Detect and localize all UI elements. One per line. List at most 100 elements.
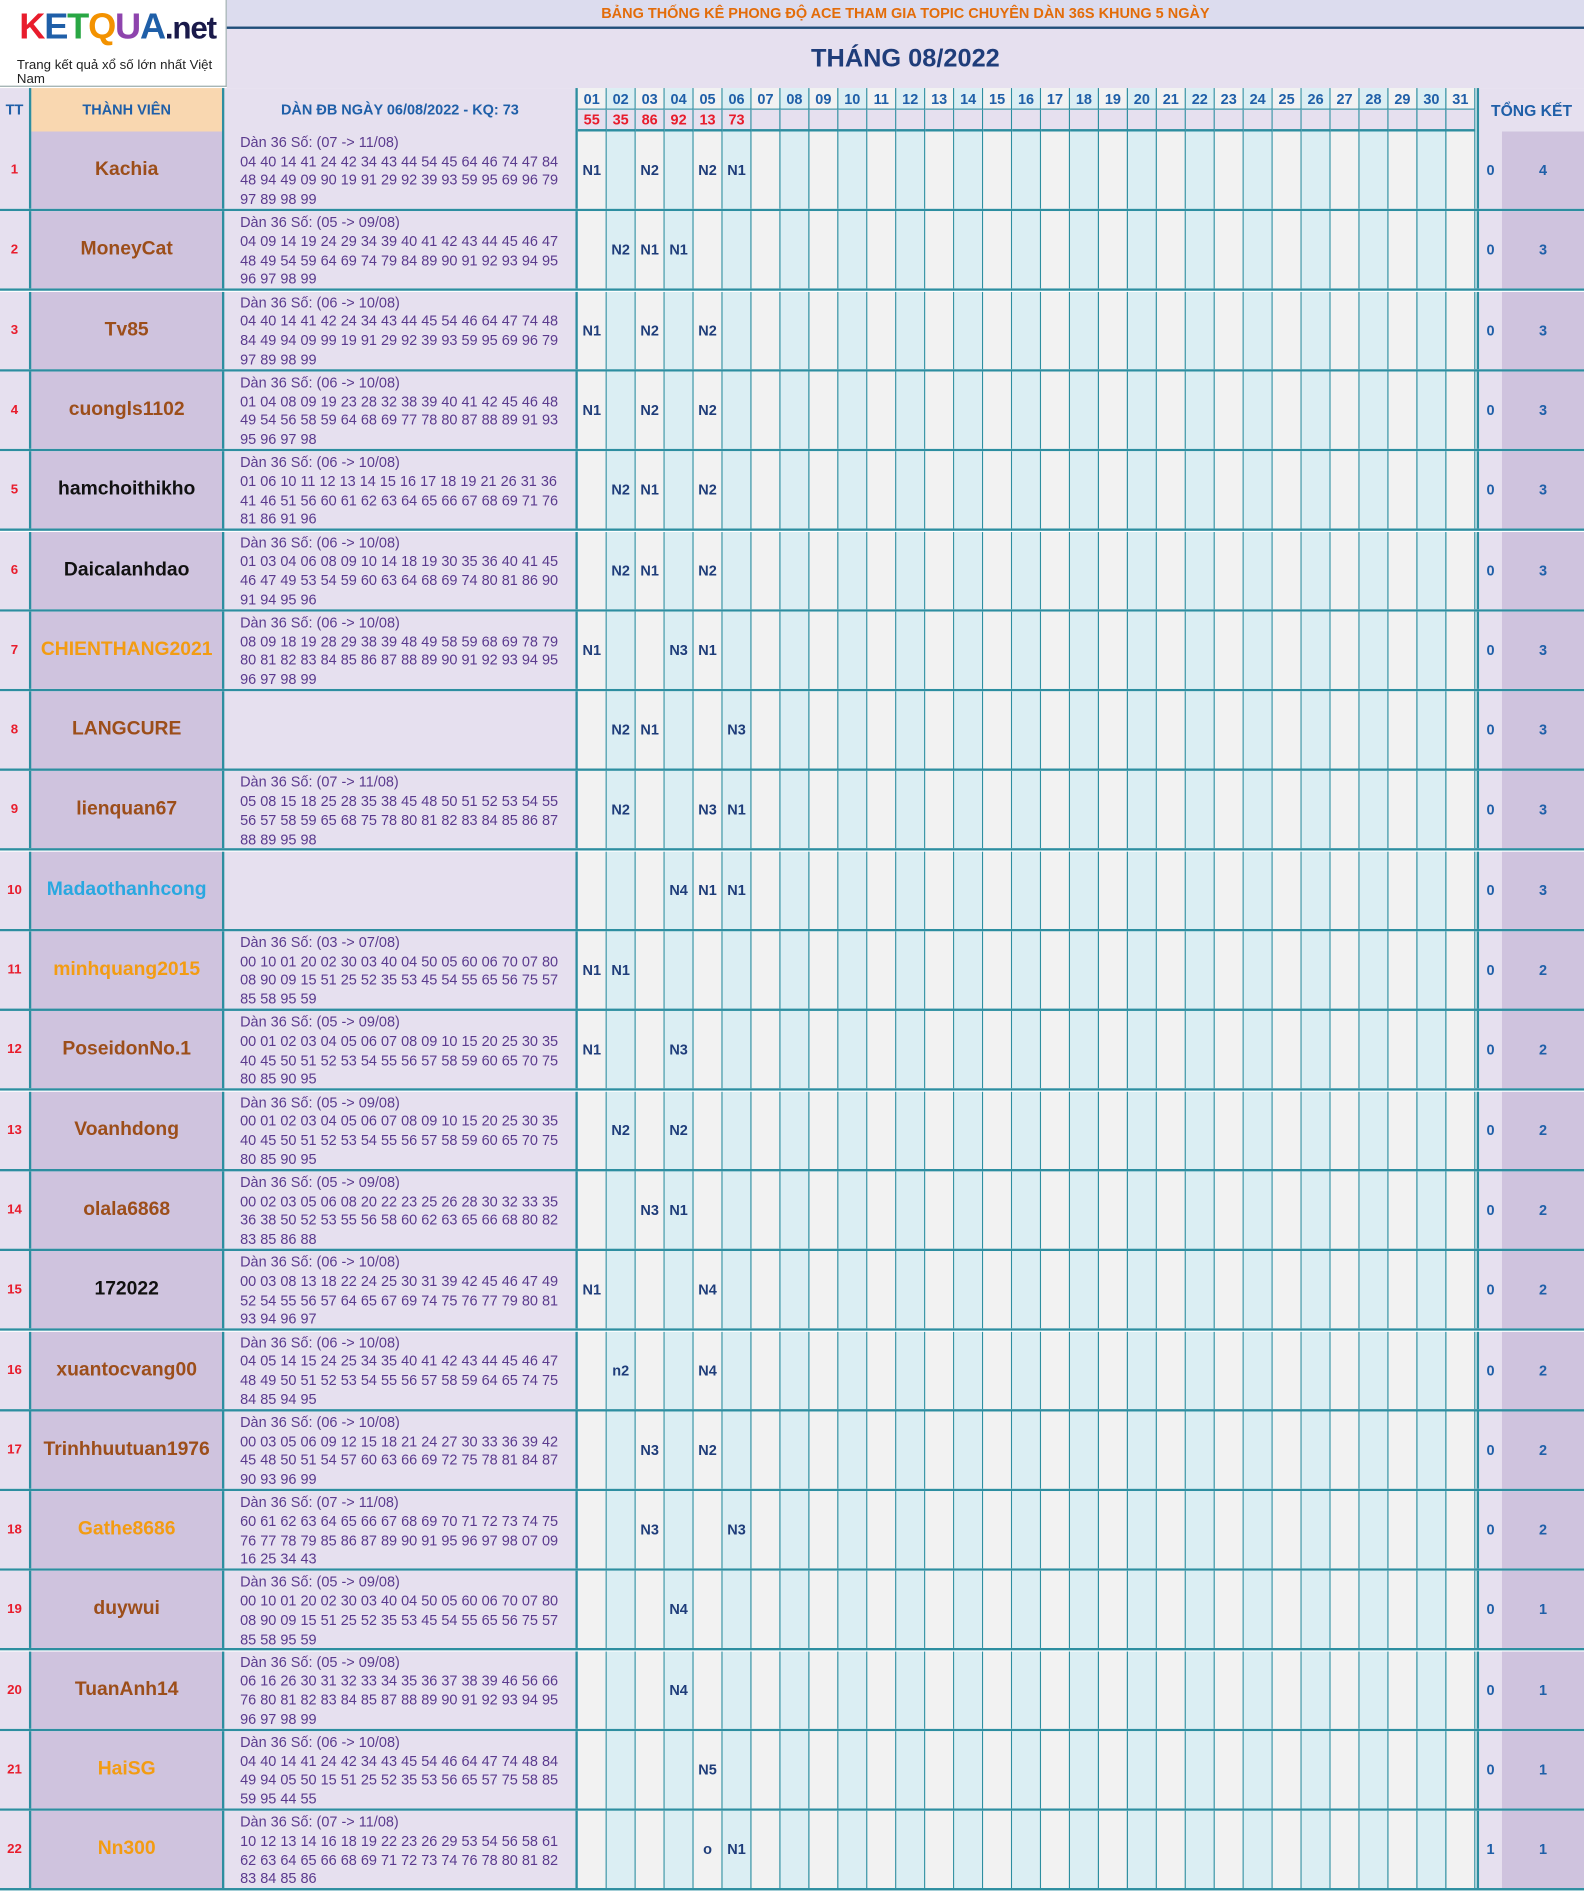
day-cell-19 xyxy=(1099,451,1128,529)
day-cell-12 xyxy=(896,1251,926,1329)
member-name[interactable]: xuantocvang00 xyxy=(31,1331,225,1409)
day-cell-18 xyxy=(1070,851,1100,929)
day-result-19 xyxy=(1099,109,1128,132)
day-cell-22 xyxy=(1185,211,1215,289)
member-name[interactable]: CHIENTHANG2021 xyxy=(31,611,225,689)
member-name[interactable]: olala6868 xyxy=(31,1171,225,1249)
dan-line: 48 49 54 59 64 69 74 79 84 89 90 91 92 9… xyxy=(240,251,559,269)
total-count: 3 xyxy=(1501,771,1584,849)
day-cell-06 xyxy=(722,1411,752,1489)
day-cell-31 xyxy=(1446,211,1476,289)
table-row: 16 xuantocvang00 Dàn 36 Số: (06 -> 10/08) 0… xyxy=(0,1331,1584,1411)
row-index: 8 xyxy=(0,691,32,769)
day-cell-21 xyxy=(1156,1811,1186,1889)
day-cell-06 xyxy=(722,1731,752,1809)
member-name[interactable]: MoneyCat xyxy=(31,211,225,289)
row-index: 13 xyxy=(0,1091,32,1169)
day-cell-04: N3 xyxy=(664,1011,694,1089)
day-cell-19 xyxy=(1099,1251,1128,1329)
member-name[interactable]: PoseidonNo.1 xyxy=(31,1011,225,1089)
day-cell-04 xyxy=(664,1251,694,1329)
day-cell-22 xyxy=(1185,931,1215,1009)
day-cell-09 xyxy=(809,451,839,529)
day-cell-26 xyxy=(1301,931,1331,1009)
day-header-17: 17 xyxy=(1041,88,1071,110)
day-result-18 xyxy=(1070,109,1100,132)
table-row: 11 minhquang2015 Dàn 36 Số: (03 -> 07/08) 0… xyxy=(0,931,1584,1011)
day-cell-16 xyxy=(1012,1571,1042,1649)
dan-line: 41 46 51 56 60 61 62 63 64 65 66 67 68 6… xyxy=(240,491,559,509)
day-cell-02 xyxy=(606,1011,636,1089)
day-cell-18 xyxy=(1070,531,1100,609)
day-cell-22 xyxy=(1185,1331,1215,1409)
dan-line: 96 97 98 99 xyxy=(240,270,317,288)
ketqua-logo[interactable]: KETQUA.net Trang kết quả xổ số lớn nhất … xyxy=(0,0,227,87)
total-count: 3 xyxy=(1501,371,1584,449)
dan-line: 80 85 90 95 xyxy=(240,1150,317,1168)
day-cell-07 xyxy=(751,451,781,529)
day-cell-04 xyxy=(664,691,694,769)
day-cell-11 xyxy=(867,131,897,209)
member-name[interactable]: Voanhdong xyxy=(31,1091,225,1169)
day-cell-16 xyxy=(1012,1411,1042,1489)
member-name[interactable]: HaiSG xyxy=(31,1731,225,1809)
dan-line: 00 01 02 03 04 05 06 07 08 09 10 15 20 2… xyxy=(240,1032,559,1050)
day-cell-27 xyxy=(1330,611,1360,689)
member-name[interactable]: Madaothanhcong xyxy=(31,851,225,929)
dan-line: 62 63 64 65 66 68 69 71 72 73 74 76 78 8… xyxy=(240,1851,559,1869)
member-name[interactable]: duywui xyxy=(31,1571,225,1649)
member-name[interactable]: Kachia xyxy=(31,131,225,209)
member-name[interactable]: LANGCURE xyxy=(31,691,225,769)
day-cell-12 xyxy=(896,691,926,769)
member-name[interactable]: Daicalanhdao xyxy=(31,531,225,609)
day-cell-12 xyxy=(896,1331,926,1409)
hit-count: 0 xyxy=(1476,931,1502,1009)
day-cell-04 xyxy=(664,1331,694,1409)
table-row: 8 LANGCURE N2 N1 N3 0 3 xyxy=(0,691,1584,772)
member-name[interactable]: hamchoithikho xyxy=(31,451,225,529)
logo-tagline: Trang kết quả xổ số lớn nhất Việt Nam xyxy=(16,57,213,87)
table-row: 14 olala6868 Dàn 36 Số: (05 -> 09/08) 00 02… xyxy=(0,1171,1584,1251)
dan-line: Dàn 36 Số: (05 -> 09/08) xyxy=(240,1653,400,1671)
hit-count: 0 xyxy=(1476,1251,1502,1329)
day-cell-29 xyxy=(1388,531,1418,609)
dan-numbers: Dàn 36 Số: (05 -> 09/08) 00 10 01 20 02 3… xyxy=(224,1571,578,1649)
dan-line: 00 10 01 20 02 30 03 40 04 50 05 60 06 7… xyxy=(240,952,559,970)
day-result-28 xyxy=(1359,109,1389,132)
member-name[interactable]: TuanAnh14 xyxy=(31,1651,225,1729)
dan-line: Dàn 36 Số: (05 -> 09/08) xyxy=(240,1093,400,1111)
table-row: 15 172022 Dàn 36 Số: (06 -> 10/08) 00 03 08… xyxy=(0,1251,1584,1331)
day-cell-11 xyxy=(867,771,897,849)
member-name[interactable]: lienquan67 xyxy=(31,771,225,849)
member-name[interactable]: minhquang2015 xyxy=(31,931,225,1009)
day-cell-07 xyxy=(751,1731,781,1809)
day-cell-01 xyxy=(577,1331,607,1409)
member-name[interactable]: cuongls1102 xyxy=(31,371,225,449)
logo-letter: K xyxy=(19,7,45,48)
member-name[interactable]: 172022 xyxy=(31,1251,225,1329)
day-cell-28 xyxy=(1359,1331,1389,1409)
dan-line: Dàn 36 Số: (06 -> 10/08) xyxy=(240,533,400,551)
row-index: 6 xyxy=(0,531,32,609)
dan-line: Dàn 36 Số: (07 -> 11/08) xyxy=(240,1493,399,1511)
total-count: 1 xyxy=(1501,1811,1584,1889)
total-count: 3 xyxy=(1501,691,1584,769)
hit-count: 0 xyxy=(1476,131,1502,209)
day-cell-22 xyxy=(1185,1651,1215,1729)
member-name[interactable]: Trinhhuutuan1976 xyxy=(31,1411,225,1489)
day-cell-03 xyxy=(635,1251,665,1329)
dan-line: 59 95 44 55 xyxy=(240,1790,317,1808)
day-cell-12 xyxy=(896,1811,926,1889)
day-cell-26 xyxy=(1301,611,1331,689)
day-cell-17 xyxy=(1041,1571,1071,1649)
member-name[interactable]: Gathe8686 xyxy=(31,1491,225,1569)
member-name[interactable]: Tv85 xyxy=(31,291,225,369)
day-cell-22 xyxy=(1185,1251,1215,1329)
day-cell-29 xyxy=(1388,1731,1418,1809)
member-name[interactable]: Nn300 xyxy=(31,1811,225,1889)
day-cell-09 xyxy=(809,1251,839,1329)
day-header-06: 06 xyxy=(722,88,752,110)
day-cell-05: N2 xyxy=(693,451,723,529)
day-cell-12 xyxy=(896,291,926,369)
day-cell-29 xyxy=(1388,931,1418,1009)
